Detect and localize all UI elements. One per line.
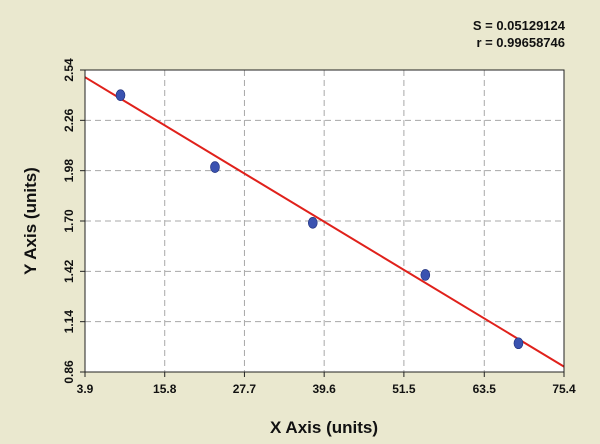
- y-tick-label: 2.26: [62, 108, 76, 132]
- fit-line-layer: [84, 76, 565, 368]
- x-tick-label: 3.9: [77, 382, 94, 396]
- y-axis-title: Y Axis (units): [21, 167, 40, 275]
- r-statistic: r = 0.99658746: [476, 35, 565, 50]
- y-tick-label: 1.14: [62, 310, 76, 334]
- x-tick-label: 51.5: [392, 382, 416, 396]
- y-tick-label: 2.54: [62, 58, 76, 82]
- x-tick-label: 15.8: [153, 382, 177, 396]
- y-tick-label: 1.98: [62, 159, 76, 183]
- fit-line: [84, 76, 565, 368]
- y-tick-label: 1.70: [62, 209, 76, 233]
- y-tick-labels: 0.86 1.14 1.42 1.70 1.98 2.26 2.54: [62, 58, 85, 384]
- s-statistic: S = 0.05129124: [473, 18, 566, 33]
- data-point: [210, 161, 220, 173]
- x-tick-label: 63.5: [473, 382, 497, 396]
- x-tick-label: 27.7: [233, 382, 257, 396]
- data-point: [115, 89, 126, 101]
- x-tick-labels: 3.9 15.8 27.7 39.6 51.5 63.5 75.4: [77, 372, 576, 396]
- y-tick-label: 0.86: [62, 360, 76, 384]
- data-points: [115, 89, 524, 350]
- x-tick-label: 39.6: [312, 382, 336, 396]
- y-tick-label: 1.42: [62, 259, 76, 283]
- data-point: [307, 216, 318, 229]
- data-point: [420, 269, 431, 281]
- data-point: [513, 337, 524, 350]
- x-tick-label: 75.4: [552, 382, 576, 396]
- x-axis-title: X Axis (units): [270, 418, 378, 437]
